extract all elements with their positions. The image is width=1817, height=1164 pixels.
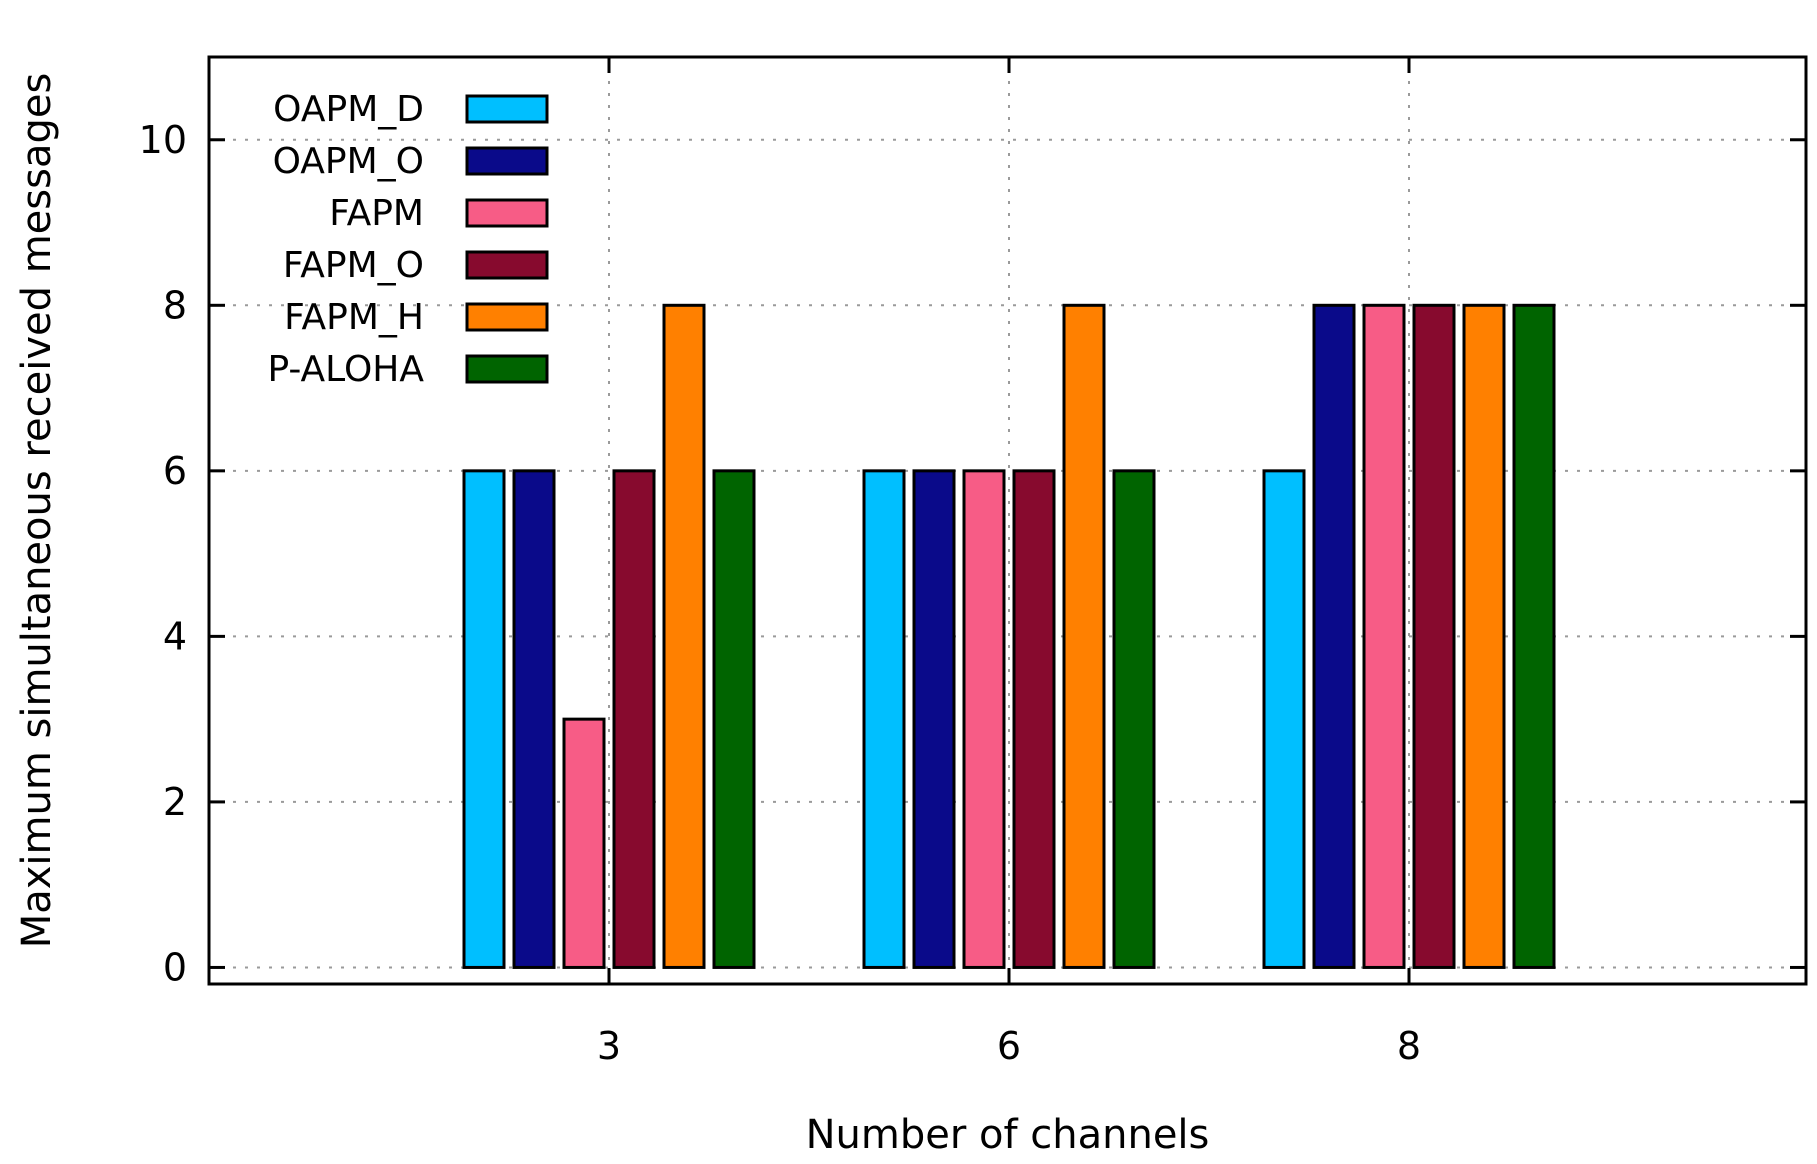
y-tick-label: 0: [163, 945, 187, 989]
legend-swatch: [465, 250, 549, 280]
bar-fapm-8: [1362, 303, 1406, 969]
x-axis-title: Number of channels: [806, 1112, 1210, 1158]
legend-swatch: [465, 354, 549, 384]
legend-label: OAPM_D: [273, 89, 424, 130]
tick-labels: 0 2 4 6 8 10 3 6 8: [139, 118, 1421, 1068]
bar-fapm-h-6: [1062, 303, 1106, 969]
bar-oapm-o-3: [512, 469, 556, 969]
bar-fapm-6: [962, 469, 1006, 969]
bar-fapm-o-8: [1412, 303, 1456, 969]
legend-swatch: [465, 146, 549, 176]
legend-swatch: [465, 94, 549, 124]
bar-oapm-d-6: [862, 469, 906, 969]
bar-fapm-h-8: [1462, 303, 1506, 969]
legend-label: OAPM_O: [273, 141, 424, 182]
bar-p-aloha-3: [712, 469, 756, 969]
y-tick-label: 6: [163, 449, 187, 493]
bar-p-aloha-6: [1112, 469, 1156, 969]
y-tick-label: 8: [163, 283, 187, 327]
y-tick-label: 4: [163, 614, 187, 658]
legend-label: FAPM_H: [284, 297, 424, 338]
plot-frame: [207, 55, 1808, 986]
bar-oapm-d-3: [462, 469, 506, 969]
y-tick-label: 2: [163, 780, 187, 824]
y-tick-label: 10: [139, 118, 187, 162]
bar-oapm-o-8: [1312, 303, 1356, 969]
bar-p-aloha-8: [1512, 303, 1556, 969]
bar-oapm-o-6: [912, 469, 956, 969]
bars: [462, 303, 1556, 969]
x-tick-label: 6: [997, 1024, 1021, 1068]
grid-lines: [209, 57, 1806, 984]
x-tick-label: 3: [597, 1024, 621, 1068]
bar-fapm-o-3: [612, 469, 656, 969]
y-axis-title: Maximum simultaneous received messages: [14, 73, 60, 949]
legend-label: FAPM: [329, 193, 424, 234]
bar-oapm-d-8: [1262, 469, 1306, 969]
legend: OAPM_D OAPM_O FAPM FAPM_O FAPM_H P-ALOHA: [267, 89, 549, 390]
bar-fapm-h-3: [662, 303, 706, 969]
x-tick-label: 8: [1397, 1024, 1421, 1068]
axis-ticks: [209, 57, 1806, 984]
legend-swatch: [465, 198, 549, 228]
legend-label: FAPM_O: [283, 245, 424, 286]
bar-fapm-3: [562, 717, 606, 969]
legend-label: P-ALOHA: [267, 349, 424, 390]
legend-swatch: [465, 302, 549, 332]
bar-fapm-o-6: [1012, 469, 1056, 969]
